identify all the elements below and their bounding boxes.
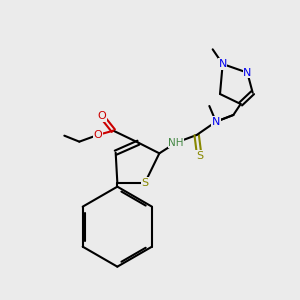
Text: N: N [218, 59, 227, 69]
Text: NH: NH [168, 138, 184, 148]
Text: S: S [196, 151, 203, 161]
Text: N: N [212, 117, 220, 127]
Text: O: O [93, 130, 102, 140]
Text: O: O [97, 111, 106, 121]
Text: N: N [243, 68, 251, 78]
Text: S: S [141, 178, 148, 188]
